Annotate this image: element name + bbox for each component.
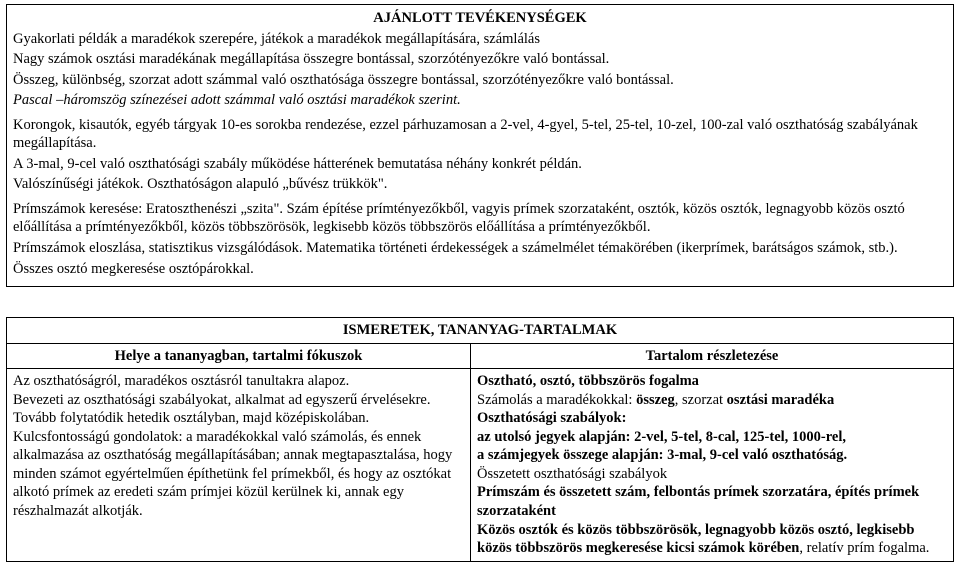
right-r2d: osztási maradéka <box>727 392 835 408</box>
right-r3: Oszthatósági szabályok: <box>477 410 626 426</box>
right-r7: Prímszám és összetett szám, felbontás pr… <box>477 484 919 519</box>
activities-box: AJÁNLOTT TEVÉKENYSÉGEK Gyakorlati példák… <box>6 4 954 287</box>
left-l3: Kulcsfontosságú gondolatok: a maradékokk… <box>13 429 452 519</box>
right-cell: Osztható, osztó, többszörös fogalma Szám… <box>471 369 954 561</box>
left-l1: Az oszthatóságról, maradékos osztásról t… <box>13 373 349 389</box>
activities-p1: Gyakorlati példák a maradékok szerepére,… <box>13 30 947 49</box>
activities-p3: Összeg, különbség, szorzat adott számmal… <box>13 71 947 90</box>
activities-p2: Nagy számok osztási maradékának megállap… <box>13 50 947 69</box>
right-r2a: Számolás a maradékokkal: <box>477 392 636 408</box>
table-title: ISMERETEK, TANANYAG-TARTALMAK <box>343 322 617 338</box>
right-r8b: , relatív prím fogalma. <box>799 540 929 556</box>
activities-p5: Korongok, kisautók, egyéb tárgyak 10-es … <box>13 116 947 153</box>
right-r2b: összeg <box>636 392 675 408</box>
col-right-header: Tartalom részletezése <box>471 343 954 369</box>
right-r1: Osztható, osztó, többszörös fogalma <box>477 373 699 389</box>
col-left-header: Helye a tananyagban, tartalmi fókuszok <box>7 343 471 369</box>
activities-p10: Összes osztó megkeresése osztópárokkal. <box>13 260 947 279</box>
right-r4: az utolsó jegyek alapján: 2-vel, 5-tel, … <box>477 429 846 445</box>
table-title-cell: ISMERETEK, TANANYAG-TARTALMAK <box>7 318 954 344</box>
left-cell: Az oszthatóságról, maradékos osztásról t… <box>7 369 471 561</box>
activities-p7: Valószínűségi játékok. Oszthatóságon ala… <box>13 175 947 194</box>
activities-p9: Prímszámok eloszlása, statisztikus vizsg… <box>13 239 947 258</box>
activities-p8: Prímszámok keresése: Eratoszthenészi „sz… <box>13 200 947 237</box>
activities-p6: A 3-mal, 9-cel való oszthatósági szabály… <box>13 155 947 174</box>
right-r5: a számjegyek összege alapján: 3-mal, 9-c… <box>477 447 847 463</box>
left-l2: Bevezeti az oszthatósági szabályokat, al… <box>13 392 430 427</box>
activities-title: AJÁNLOTT TEVÉKENYSÉGEK <box>13 9 947 28</box>
activities-p4: Pascal –háromszög színezései adott számm… <box>13 91 947 110</box>
right-r6: Összetett oszthatósági szabályok <box>477 466 667 482</box>
right-r2c: , szorzat <box>675 392 727 408</box>
knowledge-table: ISMERETEK, TANANYAG-TARTALMAK Helye a ta… <box>6 317 954 562</box>
